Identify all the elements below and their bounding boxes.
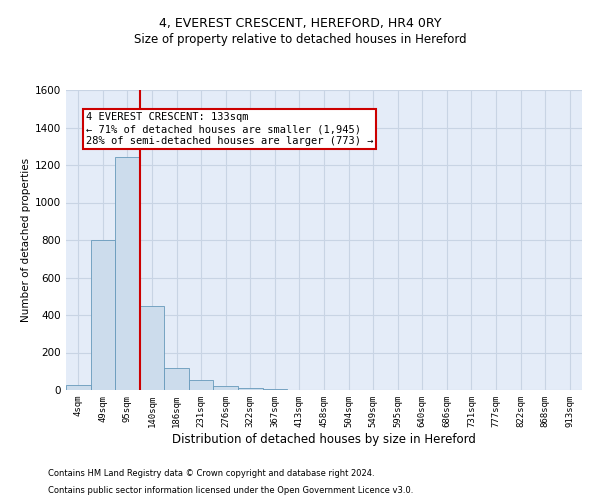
Bar <box>164 368 189 390</box>
Text: 4, EVEREST CRESCENT, HEREFORD, HR4 0RY: 4, EVEREST CRESCENT, HEREFORD, HR4 0RY <box>159 18 441 30</box>
Bar <box>214 386 238 390</box>
Text: Size of property relative to detached houses in Hereford: Size of property relative to detached ho… <box>134 32 466 46</box>
Bar <box>140 306 164 390</box>
Bar <box>91 240 115 390</box>
Text: Contains HM Land Registry data © Crown copyright and database right 2024.: Contains HM Land Registry data © Crown c… <box>48 468 374 477</box>
Bar <box>66 386 91 390</box>
Bar <box>189 380 214 390</box>
Text: 4 EVEREST CRESCENT: 133sqm
← 71% of detached houses are smaller (1,945)
28% of s: 4 EVEREST CRESCENT: 133sqm ← 71% of deta… <box>86 112 373 146</box>
X-axis label: Distribution of detached houses by size in Hereford: Distribution of detached houses by size … <box>172 432 476 446</box>
Bar <box>115 156 140 390</box>
Text: Contains public sector information licensed under the Open Government Licence v3: Contains public sector information licen… <box>48 486 413 495</box>
Bar <box>238 388 263 390</box>
Bar <box>263 389 287 390</box>
Y-axis label: Number of detached properties: Number of detached properties <box>21 158 31 322</box>
